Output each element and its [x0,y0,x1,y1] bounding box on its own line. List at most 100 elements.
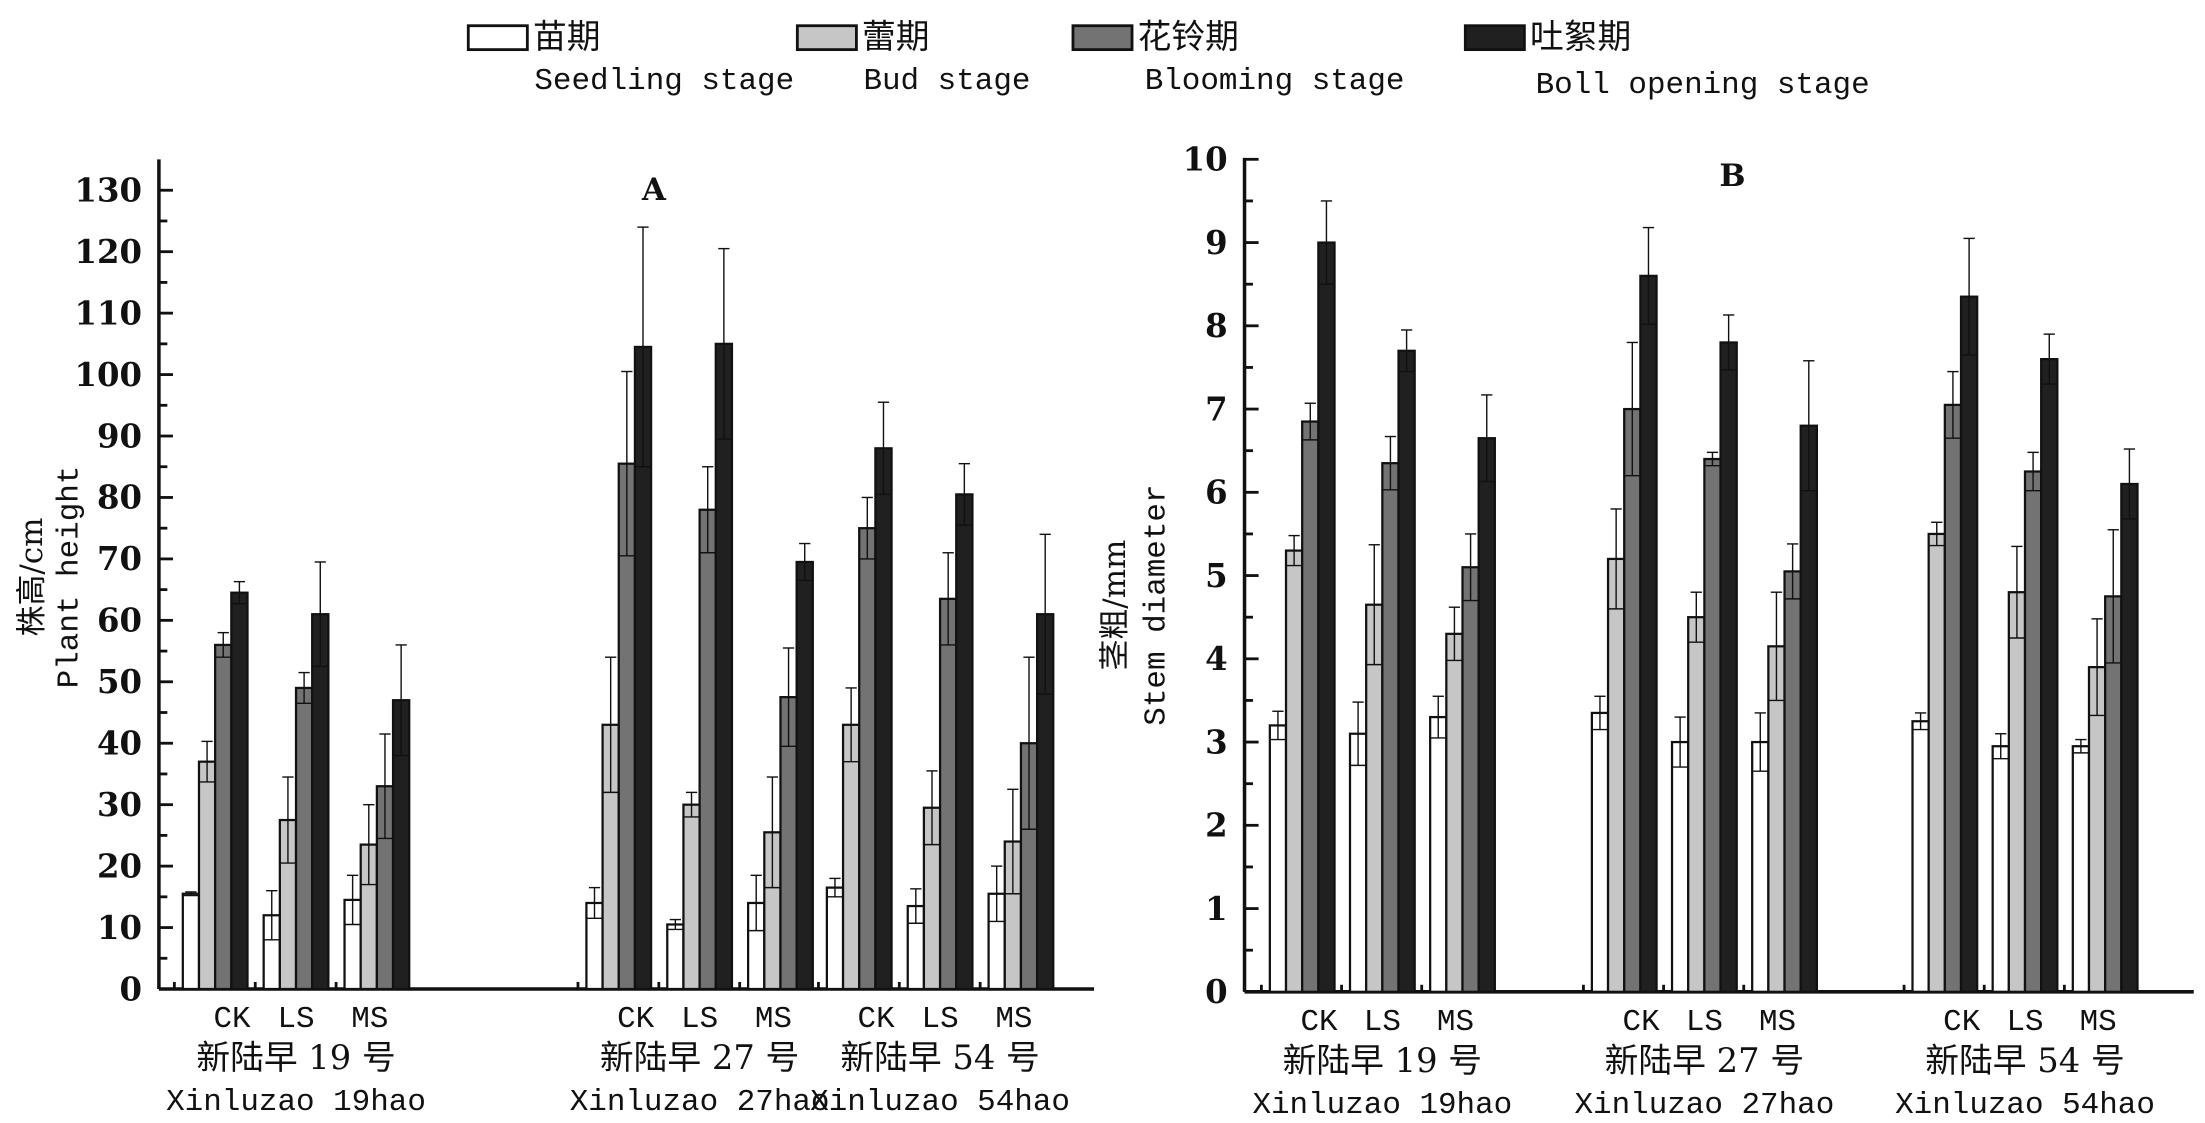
bar-seedling-stage [2071,745,2091,993]
bar-bud-stage [1687,616,1706,993]
bar-seedling-stage [1670,740,1690,993]
y-tick-label: 50 [97,663,142,701]
bar-boll-opening-stage [795,560,814,991]
bar-boll-opening-stage [230,591,249,991]
y-tick-label: 1 [1205,890,1228,928]
y-tick-label: 0 [1205,973,1228,1011]
bar-bud-stage [841,723,861,991]
bar-blooming-stage [1783,570,1802,993]
bar-bud-stage [1284,549,1304,993]
y-axis-label-en: Plant height [52,466,87,689]
bar-bud-stage [1606,557,1626,993]
x-category-label: MS [1759,1005,1796,1040]
x-category-label: MS [351,1002,388,1037]
bar-blooming-stage [1381,462,1400,993]
bar-bud-stage [197,760,217,991]
group-label-zh: 新陆早 54 号 [840,1038,1039,1077]
y-tick-label: 100 [75,356,142,394]
group-label-en: Xinluzao 19hao [1252,1088,1512,1123]
panel-title: A [641,172,667,208]
panel-a: 0 10 20 30 40 50 60 70 80 90 100 110 120 130 A 株高/cm Pla… [14,159,1095,1120]
bar-bud-stage [2007,591,2027,993]
group-label-en: Xinluzao 54hao [1895,1088,2155,1123]
bar-blooming-stage [214,643,233,991]
legend-label-en-1: Bud stage [863,64,1030,99]
bar-seedling-stage [825,886,845,991]
bar-bud-stage [1445,632,1464,993]
y-tick-label: 60 [97,602,142,640]
group-label-en: Xinluzao 19hao [166,1085,426,1120]
bar-blooming-stage [858,527,877,991]
group-label-zh: 新陆早 27 号 [600,1038,799,1077]
x-category-label: MS [995,1002,1032,1037]
y-axis-label-zh: 株高/cm [14,518,50,637]
y-tick-label: 70 [97,540,142,578]
group-label-en: Xinluzao 27hao [570,1085,830,1120]
bar-blooming-stage [2023,470,2043,993]
bar-seedling-stage [1911,720,1930,993]
y-tick-label: 20 [97,847,142,885]
bar-seedling-stage [1991,745,2010,993]
legend-label-zh-3: 吐絮期 [1530,17,1631,56]
bar-blooming-stage [698,508,717,991]
bar-blooming-stage [1703,457,1722,993]
y-tick-label: 120 [75,233,142,271]
x-category-label: LS [2006,1005,2043,1040]
x-category-label: LS [1686,1005,1723,1040]
legend-swatch-2 [1071,24,1134,52]
y-tick-label: 5 [1205,557,1228,595]
legend-label-en-2: Blooming stage [1145,64,1405,99]
bar-boll-opening-stage [1317,241,1336,993]
bar-boll-opening-stage [1719,341,1738,993]
bar-seedling-stage [181,892,201,991]
bar-boll-opening-stage [1477,437,1496,993]
legend: 苗期 Seedling stage 蕾期 Bud stage 花铃期 Blooming s… [466,17,1870,103]
x-category-label: CK [213,1002,251,1037]
bar-boll-opening-stage [1799,424,1818,993]
x-category-label: LS [1364,1005,1401,1040]
bar-boll-opening-stage [1639,274,1658,993]
y-tick-label: 9 [1205,224,1228,262]
x-category-label: MS [2080,1005,2117,1040]
bar-seedling-stage [1348,732,1368,993]
bar-blooming-stage [294,686,314,991]
bar-seedling-stage [666,923,685,991]
x-category-label: MS [755,1002,792,1037]
x-category-label: CK [1301,1005,1339,1040]
bar-boll-opening-stage [874,447,893,991]
x-category-label: LS [922,1002,959,1037]
y-tick-label: 0 [120,970,143,1008]
x-category-label: CK [1623,1005,1661,1040]
bar-seedling-stage [1590,711,1610,993]
legend-swatch-1 [795,24,858,52]
bar-seedling-stage [1429,715,1448,993]
legend-label-en-0: Seedling stage [534,64,794,99]
y-tick-label: 40 [97,724,142,762]
legend-swatch-3 [1463,24,1526,52]
group-label-zh: 新陆早 19 号 [1283,1041,1482,1080]
x-category-label: CK [617,1002,655,1037]
bar-boll-opening-stage [2120,482,2139,993]
y-tick-label: 7 [1205,390,1228,428]
x-category-label: LS [277,1002,314,1037]
y-tick-label: 130 [75,172,142,210]
y-tick-label: 3 [1205,723,1228,761]
legend-label-zh-0: 苗期 [533,17,601,56]
bar-boll-opening-stage [1959,295,1979,993]
y-axis-label-en: Stem diameter [1139,484,1174,725]
y-tick-label: 6 [1205,474,1228,512]
group-label-en: Xinluzao 54hao [810,1085,1070,1120]
y-tick-label: 30 [97,786,142,824]
y-tick-label: 10 [97,909,142,947]
y-axis-label-zh: 茎粗/mm [1097,540,1133,671]
panel-title: B [1719,158,1745,194]
bar-boll-opening-stage [714,342,734,991]
bar-blooming-stage [938,597,958,991]
bar-blooming-stage [1623,407,1642,993]
group-label-en: Xinluzao 27hao [1574,1088,1834,1123]
legend-label-en-3: Boll opening stage [1536,68,1870,103]
bar-bud-stage [682,803,701,991]
bar-seedling-stage [1751,740,1770,993]
legend-label-zh-1: 蕾期 [862,17,930,56]
